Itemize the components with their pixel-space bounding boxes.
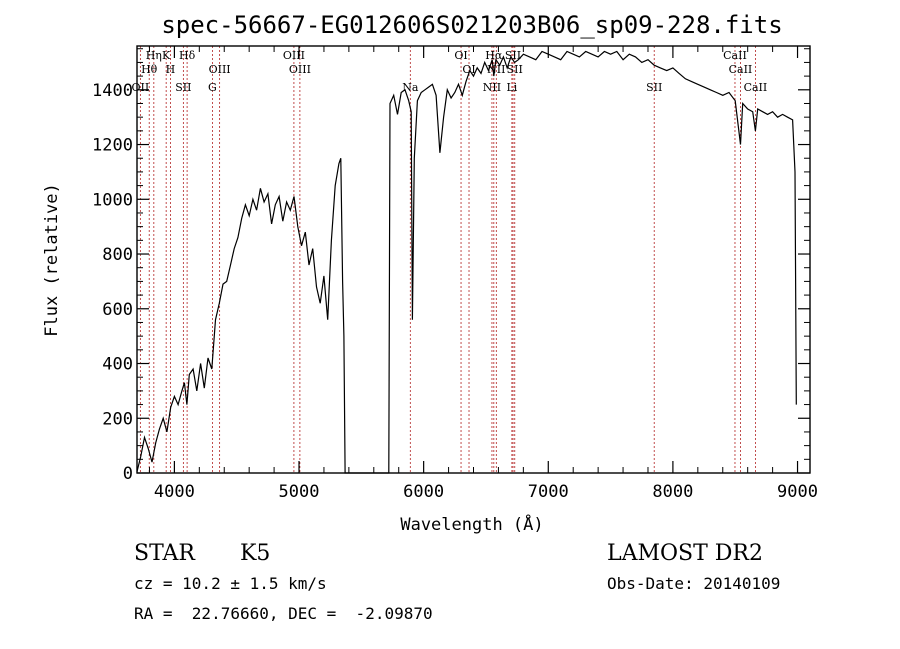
y-tick-label: 200 (102, 409, 133, 429)
line-marker-label: OI (462, 63, 475, 76)
line-marker-label: Hη (146, 49, 162, 62)
x-axis-label: Wavelength (Å) (400, 513, 543, 535)
spectrum-line (136, 50, 797, 474)
line-marker-label: G (208, 81, 217, 94)
x-tick-label: 7000 (528, 482, 569, 502)
object-class: STAR (134, 541, 196, 566)
spectral-line-markers (139, 46, 756, 473)
line-marker-label: OI (454, 49, 467, 62)
line-marker-label: K (162, 49, 171, 62)
line-marker-label: CaII (729, 63, 753, 76)
chart-title: spec-56667-EG012606S021203B06_sp09-228.f… (161, 11, 782, 39)
line-marker-label: NII (483, 81, 501, 94)
y-tick-label: 0 (123, 464, 133, 484)
line-marker-label: OIII (283, 49, 305, 62)
redshift-text: cz = 10.2 ± 1.5 km/s (134, 574, 327, 593)
x-axis-ticks: 4000 5000 6000 7000 8000 9000 (148, 46, 818, 502)
coordinates-text: RA = 22.76660, DEC = -2.09870 (134, 604, 433, 623)
line-marker-label: Na (402, 81, 419, 94)
line-marker-label: OIII (289, 63, 311, 76)
x-tick-label: 8000 (652, 482, 693, 502)
y-axis-label: Flux (relative) (42, 183, 62, 337)
line-marker-label: NII (487, 63, 505, 76)
y-tick-label: 400 (102, 355, 133, 375)
line-marker-label: H (166, 63, 176, 76)
y-tick-label: 1400 (92, 81, 133, 101)
line-marker-label: Hδ (179, 49, 196, 62)
survey-name: LAMOST DR2 (607, 541, 763, 566)
object-subclass: K5 (240, 541, 270, 566)
x-tick-label: 4000 (154, 482, 195, 502)
y-tick-label: 1200 (92, 136, 133, 156)
plot-frame (136, 45, 811, 474)
line-marker-label: Hα (485, 49, 503, 62)
line-marker-label: OII (132, 81, 150, 94)
y-tick-label: 1000 (92, 190, 133, 210)
spectral-line-labels: HηHθOIIKHSIIHδOIIIGOIIIOIIINaOIOINIIHαNI… (132, 49, 768, 94)
line-marker-label: Li (506, 81, 517, 94)
x-tick-label: 9000 (777, 482, 818, 502)
line-marker-label: SII (505, 49, 521, 62)
y-tick-label: 600 (102, 300, 133, 320)
line-marker-label: SII (507, 63, 523, 76)
x-tick-label: 5000 (279, 482, 320, 502)
y-axis-ticks: 0 200 400 600 800 1000 1200 1400 (92, 48, 810, 484)
line-marker-label: CaII (744, 81, 768, 94)
line-marker-label: SII (646, 81, 662, 94)
x-tick-label: 6000 (403, 482, 444, 502)
line-marker-label: Hθ (141, 63, 158, 76)
line-marker-label: CaII (723, 49, 747, 62)
line-marker-label: SII (175, 81, 191, 94)
obs-date: Obs-Date: 20140109 (607, 574, 780, 593)
y-tick-label: 800 (102, 245, 133, 265)
line-marker-label: OIII (209, 63, 231, 76)
